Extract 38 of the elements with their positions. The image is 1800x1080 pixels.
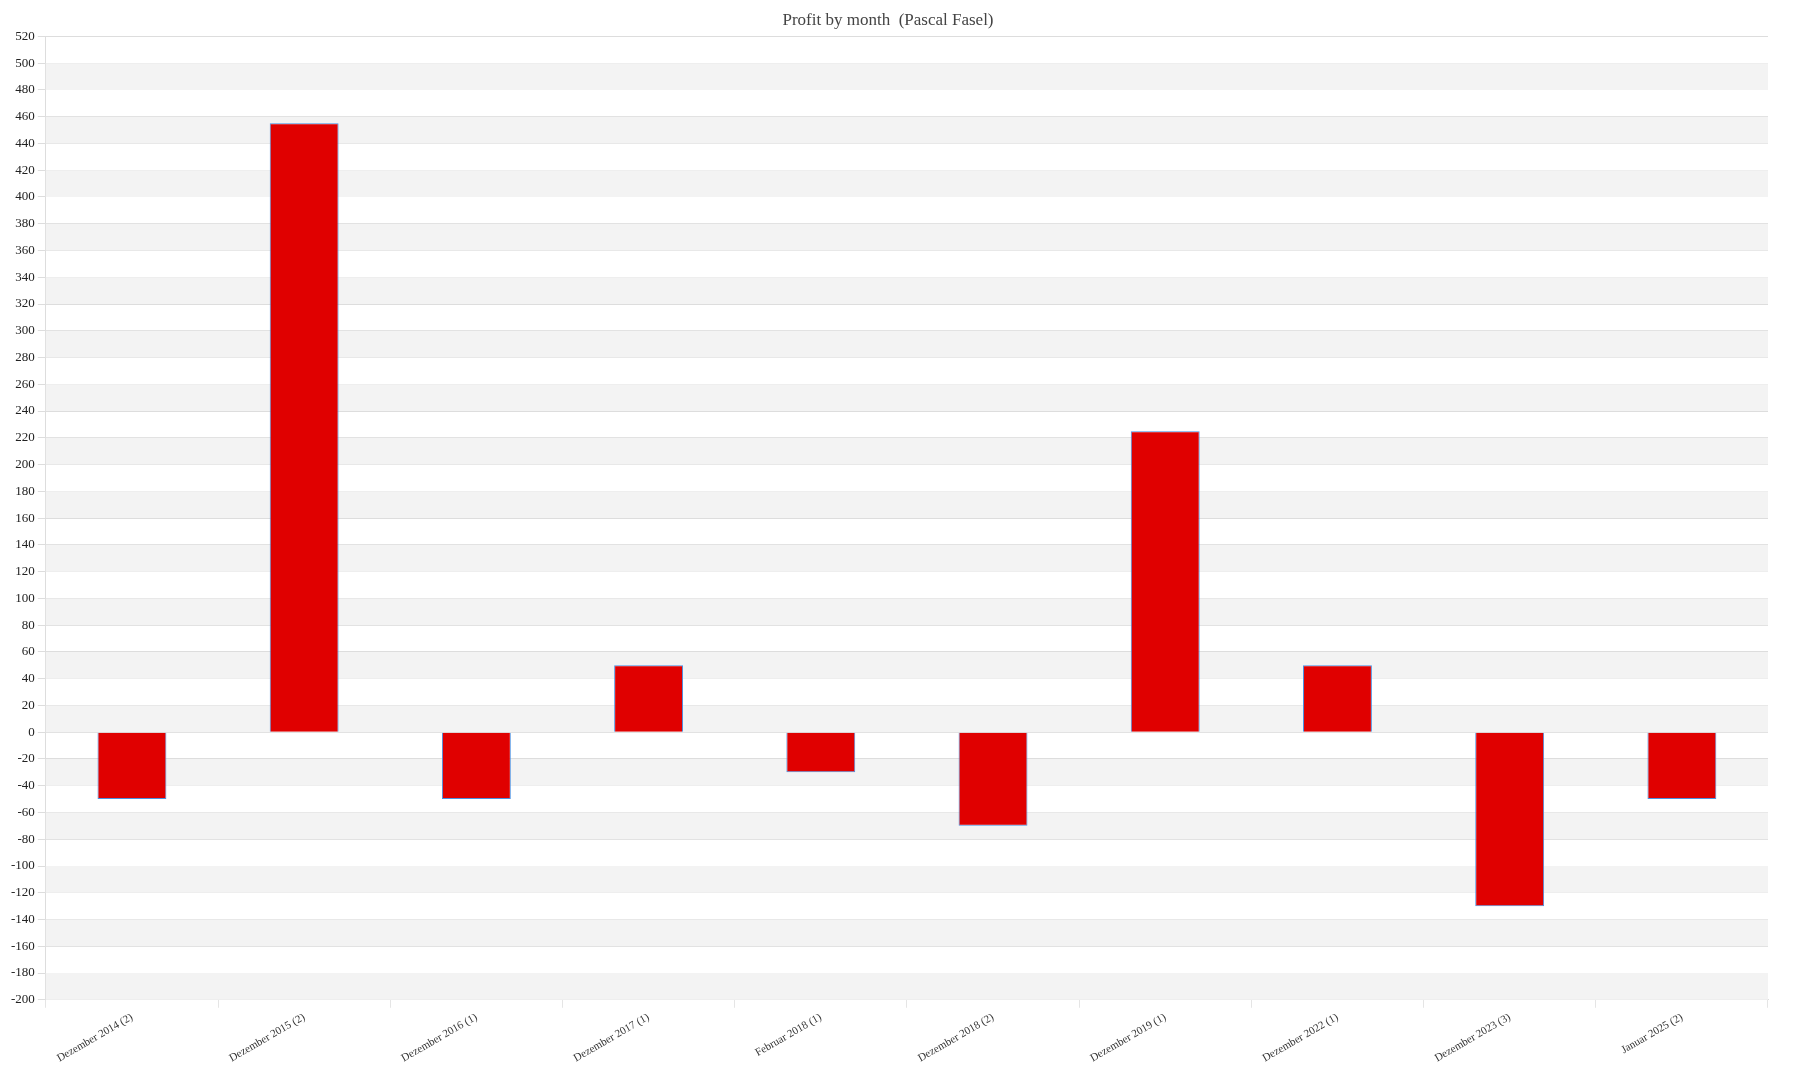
y-tick-label: 180 — [15, 482, 35, 498]
y-tick-label: 460 — [15, 108, 35, 124]
y-tick-label: 80 — [21, 616, 35, 632]
y-tick-label: 480 — [15, 81, 35, 97]
y-tick-label: 520 — [15, 27, 35, 43]
y-tick-label: 400 — [15, 188, 35, 204]
y-tick-label: 0 — [28, 723, 35, 739]
y-tick-label: 300 — [15, 322, 35, 338]
y-tick-label: 420 — [15, 161, 35, 177]
y-tick-label: -20 — [17, 750, 35, 766]
y-tick-label: 220 — [15, 429, 35, 445]
y-tick-label: 360 — [15, 241, 35, 257]
y-tick-label: -40 — [17, 777, 35, 793]
y-tick-label: -180 — [10, 964, 35, 980]
y-tick-label: 20 — [21, 696, 35, 712]
y-tick-label: 40 — [21, 670, 35, 686]
y-tick-label: 340 — [15, 268, 35, 284]
y-tick-label: -80 — [17, 830, 35, 846]
y-tick-label: 320 — [15, 295, 35, 311]
y-tick-label: -100 — [10, 857, 35, 873]
y-tick-label: -140 — [10, 910, 35, 926]
y-tick-label: 260 — [15, 375, 35, 391]
y-tick-label: 380 — [15, 215, 35, 231]
y-tick-label: 240 — [15, 402, 35, 418]
chart-title: Profit by month (Pascal Fasel) — [782, 9, 994, 29]
y-tick-label: 140 — [15, 536, 35, 552]
y-tick-label: -160 — [10, 937, 35, 953]
y-tick-label: 440 — [15, 134, 35, 150]
y-tick-label: 500 — [15, 54, 35, 70]
y-tick-label: 60 — [21, 643, 35, 659]
y-tick-label: 120 — [15, 563, 35, 579]
y-tick-label: -60 — [17, 803, 35, 819]
y-tick-label: -120 — [10, 884, 35, 900]
y-tick-label: 200 — [15, 456, 35, 471]
y-tick-label: 100 — [15, 589, 35, 605]
y-tick-label: 280 — [15, 348, 35, 364]
y-tick-label: 160 — [15, 509, 35, 525]
y-tick-label: -200 — [10, 991, 35, 1007]
